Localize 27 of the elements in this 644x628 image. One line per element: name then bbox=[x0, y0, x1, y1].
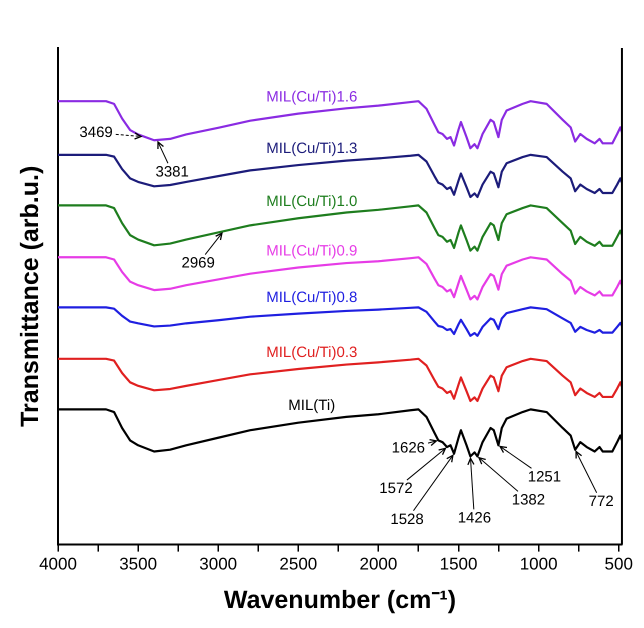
x-tick-label: 2500 bbox=[279, 554, 318, 574]
x-tick-label: 3500 bbox=[119, 554, 158, 574]
annotation: 3469 bbox=[79, 124, 113, 141]
annotation: 1382 bbox=[512, 492, 546, 509]
annotation: 1426 bbox=[458, 510, 492, 527]
annotation: 2969 bbox=[181, 254, 215, 272]
series-label: MIL(Cu/Ti)1.3 bbox=[266, 140, 358, 157]
series-label: MIL(Cu/Ti)0.8 bbox=[266, 288, 358, 306]
x-tick-label: 500 bbox=[604, 554, 633, 574]
annotation: 1528 bbox=[390, 510, 424, 528]
annotation: 3381 bbox=[155, 163, 189, 180]
x-tick-label: 4000 bbox=[39, 554, 77, 574]
series-label: MIL(Cu/Ti)1.6 bbox=[266, 88, 358, 106]
series-label: MIL(Cu/Ti)1.0 bbox=[266, 192, 358, 210]
annotation: 1572 bbox=[379, 480, 413, 498]
annotation: 1251 bbox=[528, 468, 562, 486]
x-tick-label: 3000 bbox=[199, 554, 238, 574]
x-tick-label: 2000 bbox=[360, 554, 398, 574]
series-label: MIL(Ti) bbox=[288, 397, 336, 414]
series-label: MIL(Cu/Ti)0.9 bbox=[266, 242, 358, 260]
x-tick-label: 1500 bbox=[440, 554, 478, 574]
x-axis-title: Wavenumber (cm⁻¹) bbox=[224, 586, 456, 614]
series-label: MIL(Cu/Ti)0.3 bbox=[266, 344, 358, 361]
annotation: 1626 bbox=[392, 440, 426, 457]
y-axis-title: Transmittance (arb.u.) bbox=[16, 166, 44, 427]
x-tick-label: 1000 bbox=[520, 554, 558, 574]
annotation: 772 bbox=[588, 492, 614, 510]
